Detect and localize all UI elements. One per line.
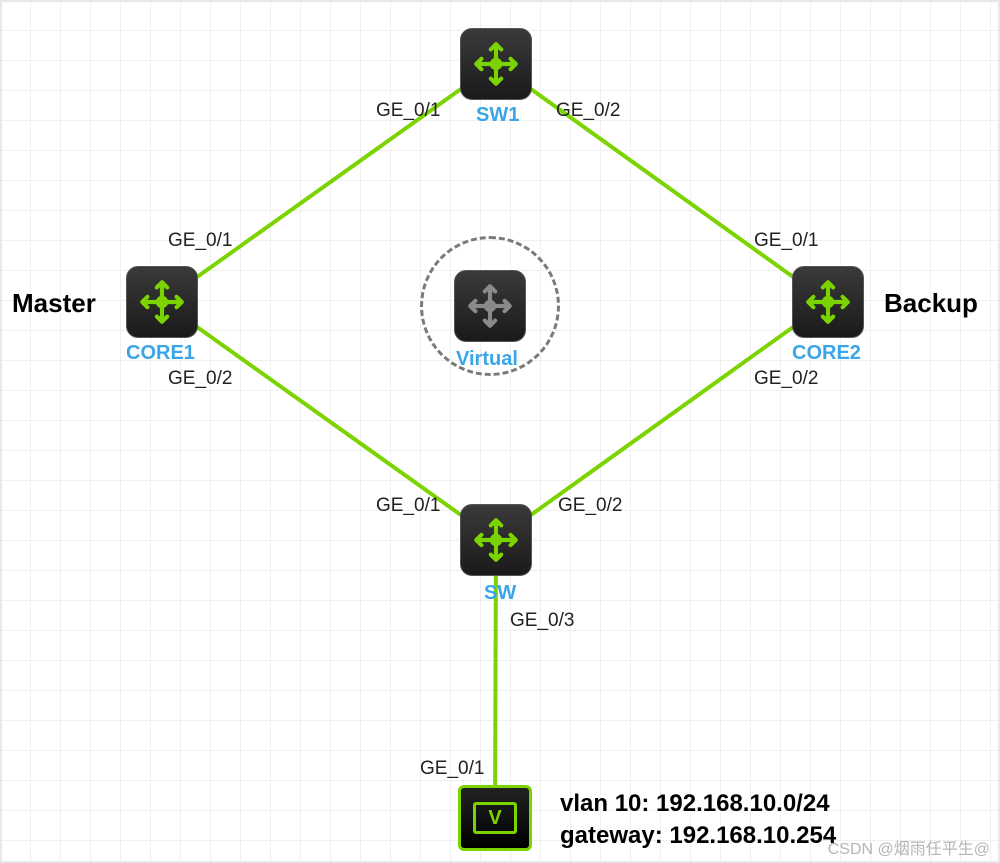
network-note: vlan 10: 192.168.10.0/24 gateway: 192.16…: [560, 788, 836, 853]
node-label-sw: SW: [484, 582, 516, 605]
node-label-core2: CORE2: [792, 342, 861, 365]
port-label: GE_0/2: [556, 100, 620, 122]
switch-icon: [470, 514, 522, 566]
note-line-2: gateway: 192.168.10.254: [560, 820, 836, 852]
port-label: GE_0/1: [754, 230, 818, 252]
role-label-backup: Backup: [884, 288, 978, 319]
node-pc[interactable]: V: [458, 785, 532, 851]
role-label-master: Master: [12, 288, 96, 319]
node-label-virtual: Virtual: [456, 348, 518, 371]
node-virtual[interactable]: [454, 270, 526, 342]
port-label: GE_0/2: [168, 368, 232, 390]
node-label-sw1: SW1: [476, 104, 519, 127]
node-core2[interactable]: [792, 266, 864, 338]
port-label: GE_0/1: [376, 100, 440, 122]
node-label-core1: CORE1: [126, 342, 195, 365]
port-label: GE_0/1: [376, 495, 440, 517]
diagram-canvas: V Master Backup SW1 CORE1 CORE2 Virtual …: [0, 0, 1000, 863]
switch-icon: [136, 276, 188, 328]
pc-glyph: V: [488, 807, 501, 830]
port-label: GE_0/1: [420, 758, 484, 780]
node-sw1[interactable]: [460, 28, 532, 100]
port-label: GE_0/1: [168, 230, 232, 252]
grid-background: [0, 0, 1000, 863]
note-line-1: vlan 10: 192.168.10.0/24: [560, 788, 836, 820]
port-label: GE_0/3: [510, 610, 574, 632]
node-core1[interactable]: [126, 266, 198, 338]
switch-icon: [464, 280, 516, 332]
watermark: CSDN @烟雨任平生@: [828, 835, 990, 859]
port-label: GE_0/2: [754, 368, 818, 390]
pc-monitor-icon: V: [473, 802, 517, 834]
switch-icon: [802, 276, 854, 328]
port-label: GE_0/2: [558, 495, 622, 517]
switch-icon: [470, 38, 522, 90]
node-sw[interactable]: [460, 504, 532, 576]
